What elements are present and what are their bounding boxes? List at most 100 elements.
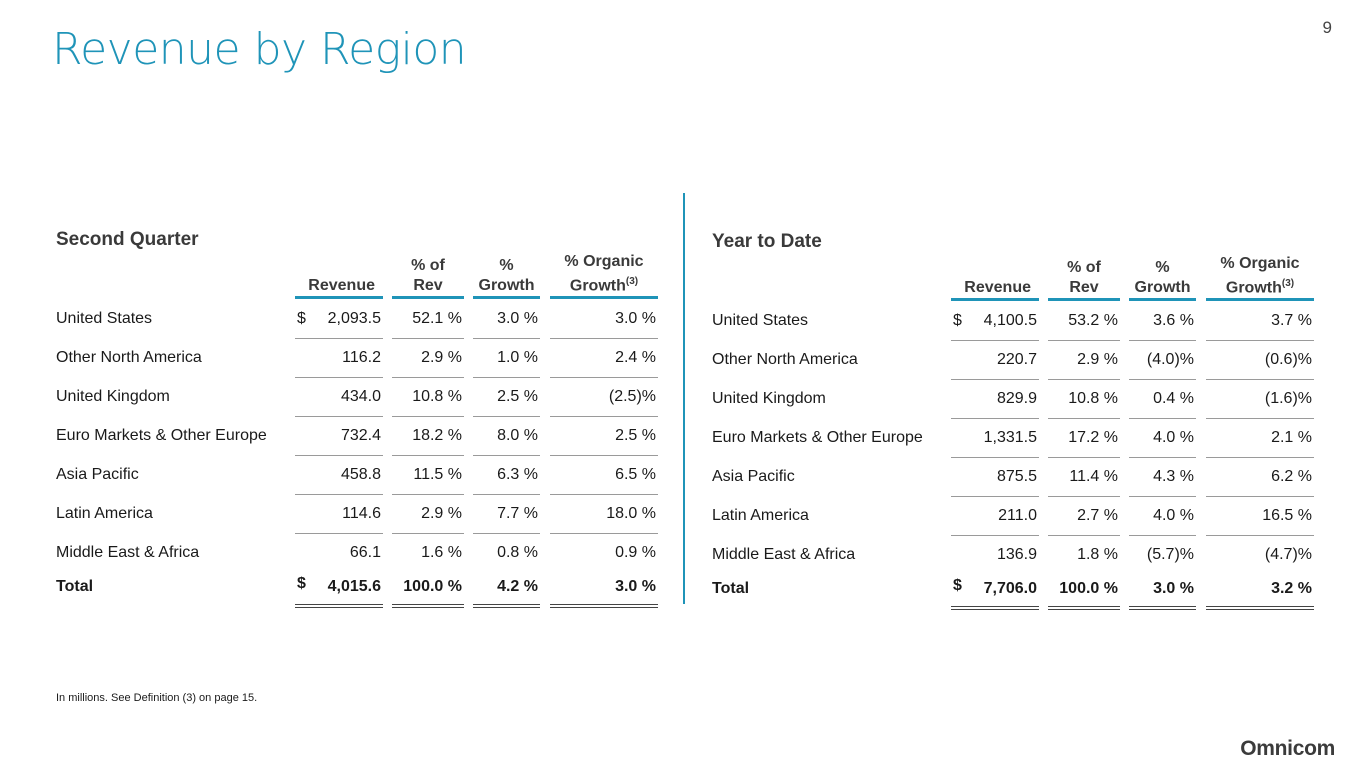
revenue-cell: 875.5 — [951, 466, 1039, 497]
region-label: United States — [712, 312, 809, 329]
revenue-value: 2,093.5 — [327, 310, 381, 327]
organic-growth-cell: (4.7)% — [1264, 546, 1312, 563]
growth-header: % Growth — [1129, 259, 1196, 301]
header-text: Rev — [1069, 279, 1099, 296]
omnicom-logo: Omnicom — [1240, 737, 1335, 760]
pct-rev-cell: 17.2 % — [1048, 427, 1120, 458]
table-row: Asia Pacific 458.8 11.5 % 6.3 % 6.5 % — [56, 464, 658, 503]
header-text: Rev — [413, 277, 443, 294]
total-revenue-cell: $4,015.6 — [295, 573, 383, 608]
revenue-cell: 114.6 — [295, 503, 383, 534]
header-text: % — [1155, 259, 1170, 276]
currency-symbol: $ — [297, 310, 306, 327]
region-label: United States — [56, 310, 153, 327]
growth-cell: 3.6 % — [1129, 310, 1196, 341]
footnote-marker: (3) — [1281, 277, 1295, 289]
organic-growth-cell: 16.5 % — [1206, 505, 1314, 536]
header-text: Growth — [478, 277, 535, 294]
growth-cell: 7.7 % — [473, 503, 540, 534]
pct-rev-header: % of Rev — [392, 257, 464, 299]
header-text: Growth — [1225, 279, 1282, 296]
region-label: United Kingdom — [712, 390, 826, 407]
organic-growth-cell: 2.5 % — [550, 425, 658, 456]
total-row: Total $7,706.0 100.0 % 3.0 % 3.2 % — [712, 575, 1314, 617]
header-text: % of — [1067, 259, 1101, 276]
header-text-line: Growth(3) — [1206, 274, 1314, 298]
organic-growth-cell: 3.0 % — [550, 308, 658, 339]
region-label: Other North America — [56, 349, 202, 366]
table-row: Euro Markets & Other Europe 1,331.5 17.2 %… — [712, 427, 1314, 466]
region-label: Middle East & Africa — [712, 546, 856, 563]
pct-rev-cell: 53.2 % — [1048, 310, 1120, 341]
header-text: % — [499, 257, 514, 274]
revenue-value: 434.0 — [340, 388, 381, 405]
growth-cell: 2.5 % — [473, 386, 540, 417]
table-row: Other North America 220.7 2.9 % (4.0)% (0.6)… — [712, 349, 1314, 388]
header-text: % of — [411, 257, 445, 274]
revenue-value: 1,331.5 — [983, 429, 1037, 446]
organic-growth-cell: 0.9 % — [615, 544, 656, 561]
header-text-line: Growth(3) — [550, 272, 658, 296]
table-row: United States $2,093.5 52.1 % 3.0 % 3.0 % — [56, 308, 658, 347]
revenue-value: 114.6 — [342, 505, 381, 522]
growth-cell: 3.0 % — [473, 308, 540, 339]
revenue-value: 732.4 — [340, 427, 381, 444]
pct-rev-cell: 52.1 % — [392, 308, 464, 339]
currency-symbol: $ — [297, 575, 306, 592]
region-label: United Kingdom — [56, 388, 170, 405]
growth-cell: 6.3 % — [473, 464, 540, 495]
region-label: Latin America — [56, 505, 153, 522]
region-label: Asia Pacific — [712, 468, 795, 485]
organic-growth-cell: 3.7 % — [1206, 310, 1314, 341]
pct-rev-cell: 11.5 % — [392, 464, 464, 495]
table-row: Other North America 116.2 2.9 % 1.0 % 2.4 % — [56, 347, 658, 386]
revenue-cell: 1,331.5 — [951, 427, 1039, 458]
total-organic-growth-cell: 3.0 % — [550, 573, 658, 608]
panel-title: Year to Date — [712, 231, 822, 252]
organic-growth-header: % Organic Growth(3) — [1206, 255, 1314, 301]
region-label: Middle East & Africa — [56, 544, 200, 561]
table-row: United Kingdom 434.0 10.8 % 2.5 % (2.5)% — [56, 386, 658, 425]
revenue-cell: 434.0 — [295, 386, 383, 417]
table-row: United States $4,100.5 53.2 % 3.6 % 3.7 % — [712, 310, 1314, 349]
growth-cell: (5.7)% — [1146, 546, 1194, 563]
header-text: Revenue — [964, 279, 1031, 296]
region-label: Asia Pacific — [56, 466, 139, 483]
pct-rev-cell: 10.8 % — [392, 386, 464, 417]
total-row: Total $4,015.6 100.0 % 4.2 % 3.0 % — [56, 573, 658, 615]
table-row: Latin America 114.6 2.9 % 7.7 % 18.0 % — [56, 503, 658, 542]
organic-growth-header: % Organic Growth(3) — [550, 253, 658, 299]
panel-divider — [683, 193, 685, 604]
header-text: % Organic — [564, 252, 644, 270]
organic-growth-cell: (1.6)% — [1206, 388, 1314, 419]
region-label: Euro Markets & Other Europe — [56, 427, 267, 444]
revenue-value: 66.1 — [349, 544, 381, 561]
revenue-cell: 220.7 — [951, 349, 1039, 380]
revenue-cell: $2,093.5 — [295, 308, 383, 339]
revenue-cell: $4,100.5 — [951, 310, 1039, 341]
pct-rev-cell: 2.9 % — [392, 347, 464, 378]
revenue-value: 7,706.0 — [983, 580, 1037, 597]
region-label: Euro Markets & Other Europe — [712, 429, 923, 446]
revenue-value: 458.8 — [340, 466, 381, 483]
organic-growth-cell: 6.2 % — [1206, 466, 1314, 497]
revenue-cell: 458.8 — [295, 464, 383, 495]
growth-cell: 0.4 % — [1129, 388, 1196, 419]
revenue-value: 4,100.5 — [983, 312, 1037, 329]
pct-rev-cell: 18.2 % — [392, 425, 464, 456]
header-text: Growth — [1134, 279, 1191, 296]
table-row: Middle East & Africa 66.1 1.6 % 0.8 % 0.9 % — [56, 542, 658, 581]
growth-cell: 4.0 % — [1129, 505, 1196, 536]
total-label: Total — [56, 578, 94, 595]
revenue-cell: 66.1 — [295, 542, 383, 573]
growth-cell: (4.0)% — [1129, 349, 1196, 380]
total-growth-cell: 3.0 % — [1129, 575, 1196, 610]
pct-rev-cell: 2.9 % — [1048, 349, 1120, 380]
pct-rev-cell: 1.6 % — [421, 544, 462, 561]
revenue-cell: 732.4 — [295, 425, 383, 456]
organic-growth-cell: (2.5)% — [550, 386, 658, 417]
total-revenue-cell: $7,706.0 — [951, 575, 1039, 610]
revenue-cell: 829.9 — [951, 388, 1039, 419]
table-row: Latin America 211.0 2.7 % 4.0 % 16.5 % — [712, 505, 1314, 544]
organic-growth-cell: (0.6)% — [1206, 349, 1314, 380]
